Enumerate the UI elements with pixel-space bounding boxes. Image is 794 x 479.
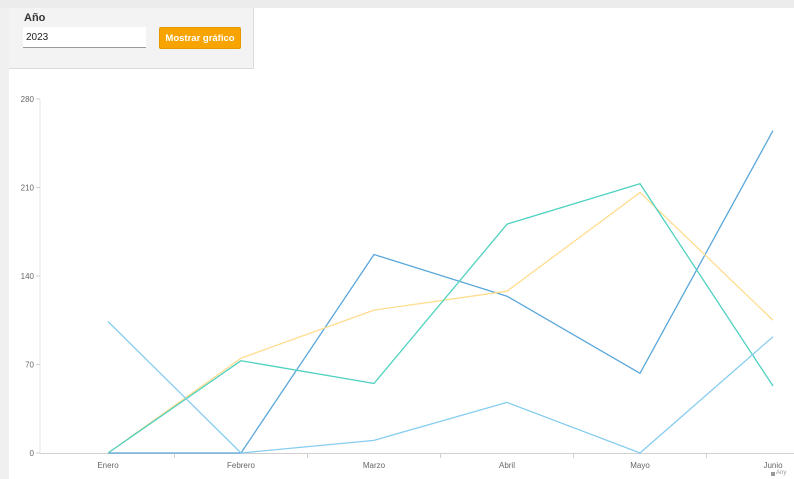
year-input[interactable] [23, 27, 146, 48]
series-line-2 [107, 191, 774, 454]
y-tick-label: 140 [21, 272, 35, 281]
y-tick-label: 210 [21, 184, 35, 193]
x-tick-label: Junio [763, 461, 783, 470]
x-tick-label: Abril [499, 461, 515, 470]
series-line-3 [107, 183, 774, 454]
chart-area [9, 8, 794, 479]
x-tick-label: Febrero [227, 461, 256, 470]
y-tick-label: 0 [30, 449, 35, 458]
filter-panel: Año Mostrar gráfico [9, 8, 254, 69]
x-tick-label: Marzo [363, 461, 386, 470]
year-label: Año [24, 12, 46, 24]
top-strip [0, 0, 794, 8]
watermark-logo-icon [771, 472, 775, 476]
y-tick-label: 280 [21, 95, 35, 104]
y-tick-label: 70 [25, 361, 34, 370]
show-chart-button[interactable]: Mostrar gráfico [159, 27, 241, 49]
x-tick-label: Mayo [630, 461, 650, 470]
series-line-1 [108, 130, 774, 454]
series-line-4 [107, 321, 774, 454]
x-tick-label: Enero [97, 461, 119, 470]
watermark-text: Any [776, 470, 787, 476]
